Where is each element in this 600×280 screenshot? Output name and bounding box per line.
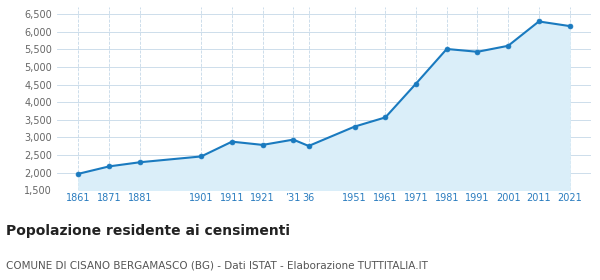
Text: COMUNE DI CISANO BERGAMASCO (BG) - Dati ISTAT - Elaborazione TUTTITALIA.IT: COMUNE DI CISANO BERGAMASCO (BG) - Dati … bbox=[6, 260, 428, 270]
Text: Popolazione residente ai censimenti: Popolazione residente ai censimenti bbox=[6, 224, 290, 238]
